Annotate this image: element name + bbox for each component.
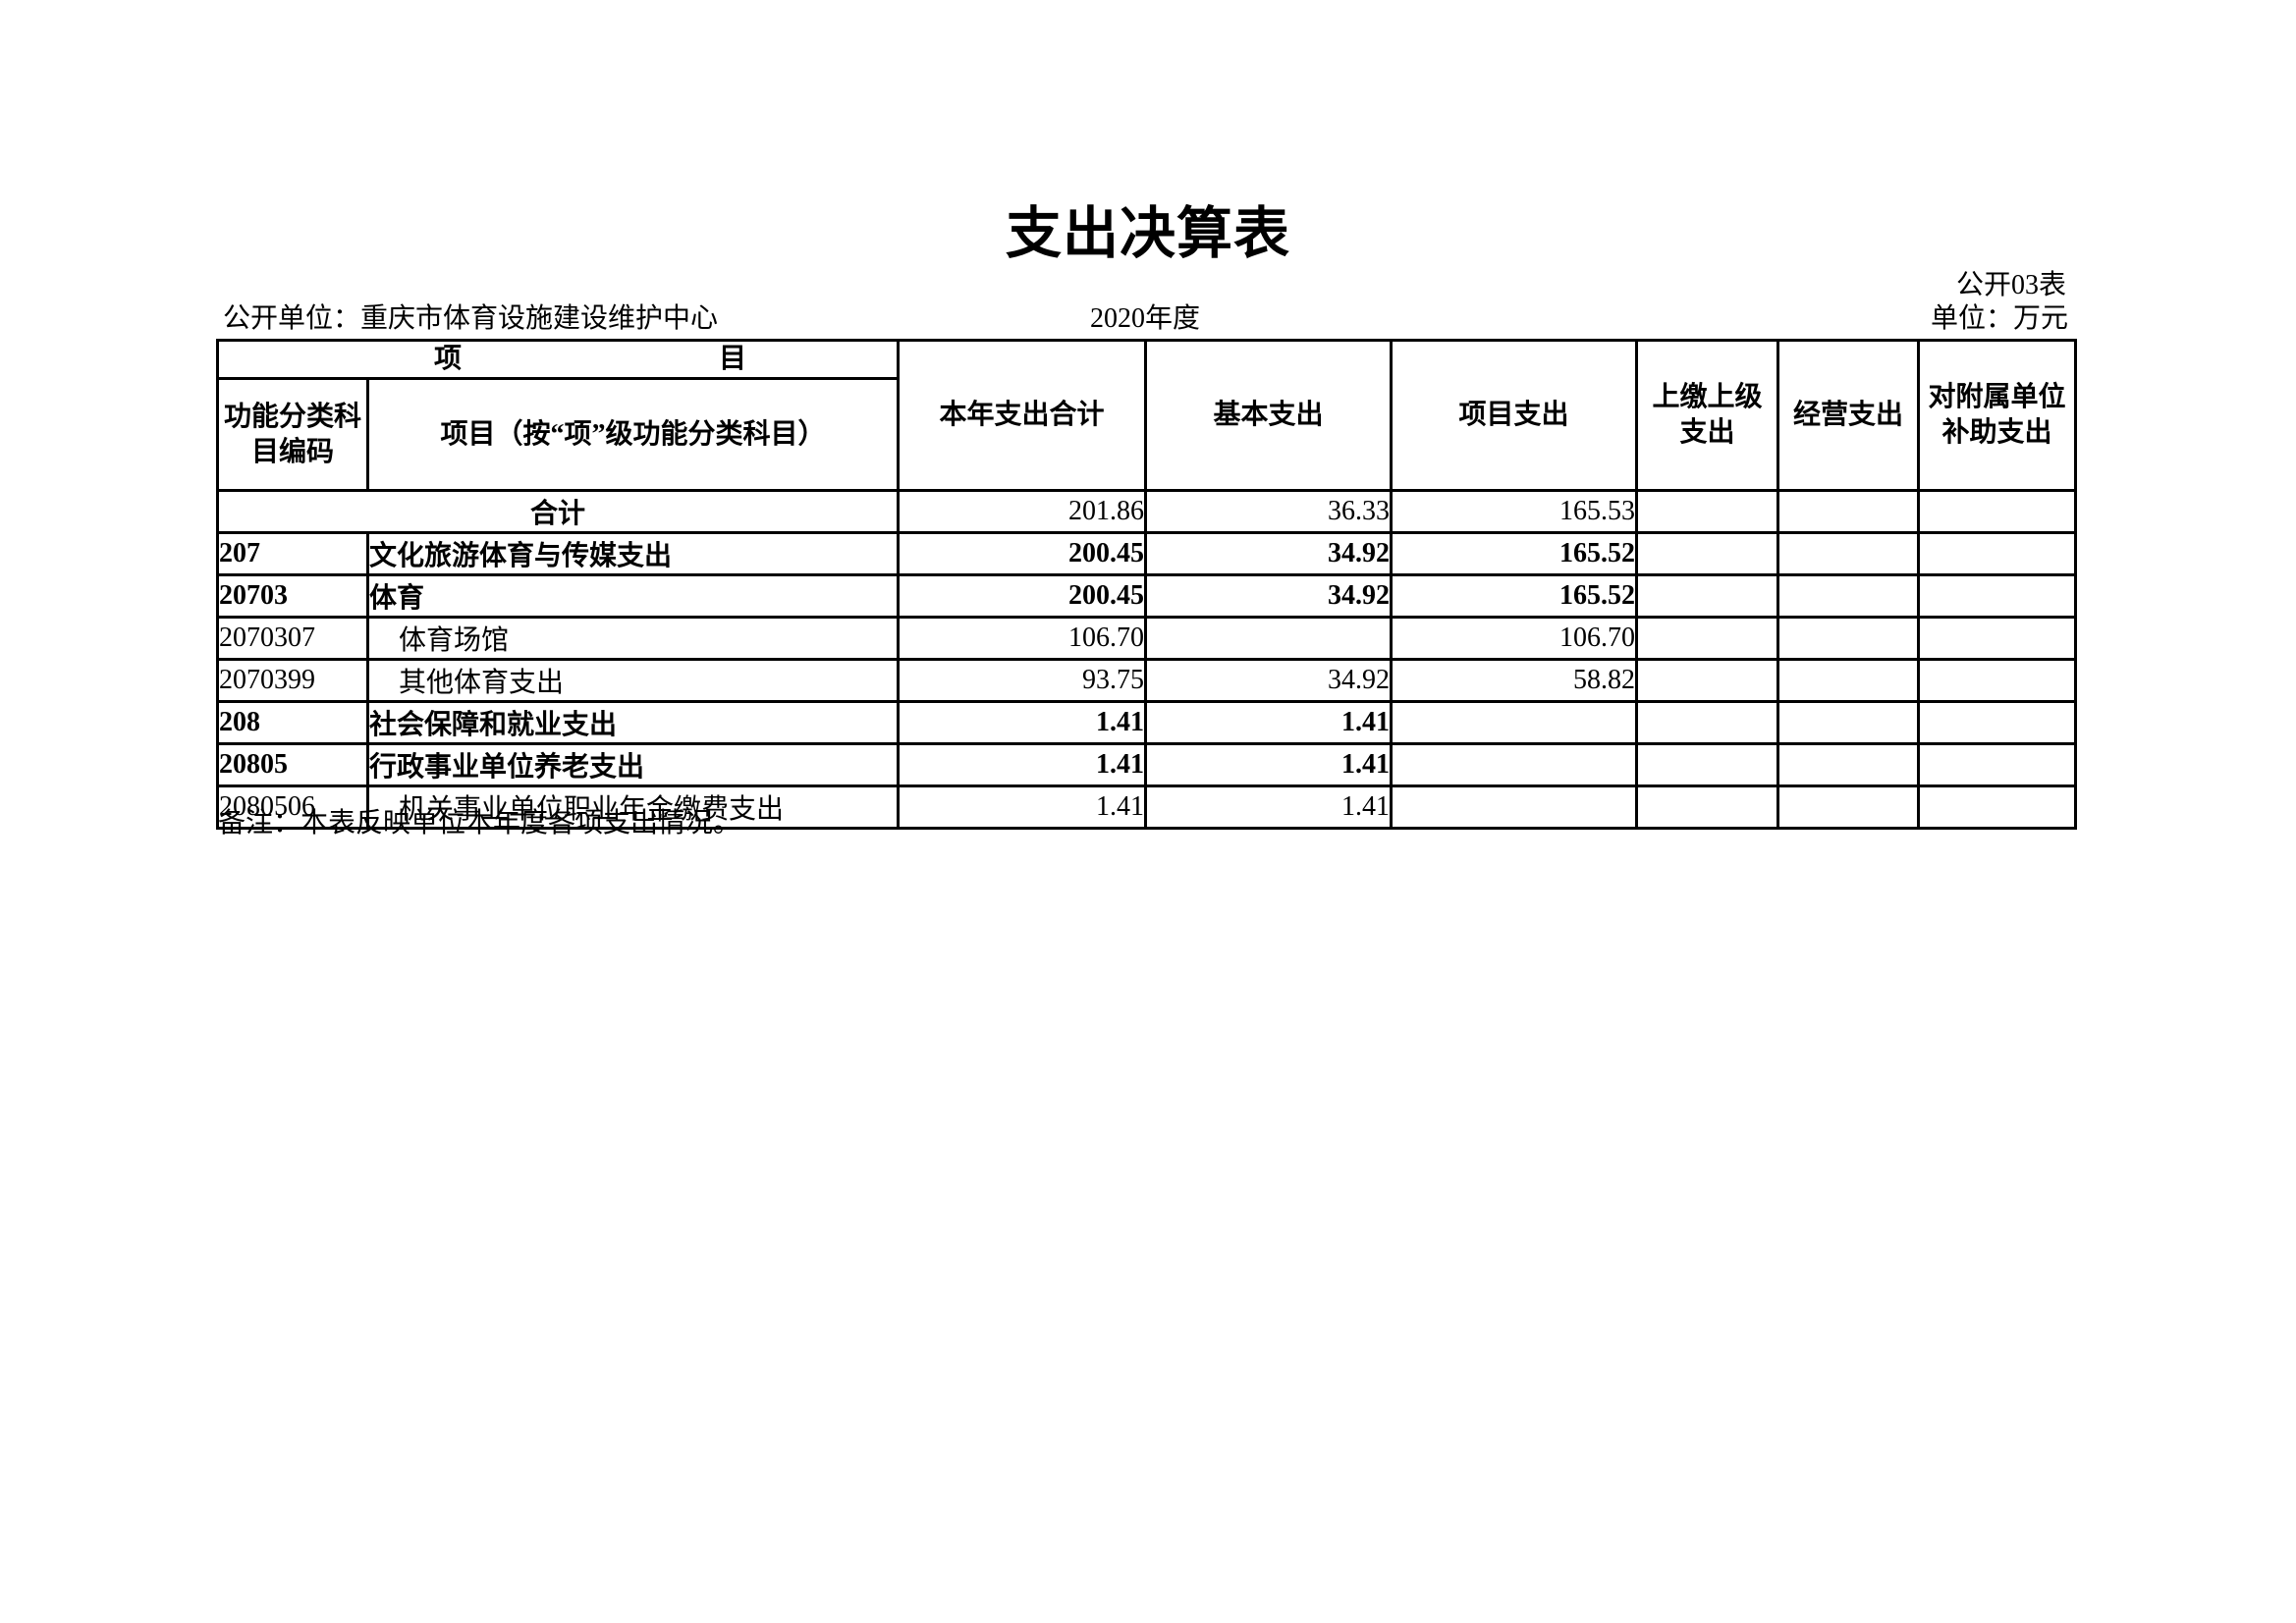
table-row: 208 社会保障和就业支出 1.41 1.41: [216, 700, 2077, 746]
row-value: [1635, 784, 1779, 831]
expenditure-table: 项 目 本年支出合计 基本支出 项目支出 上缴上级支出 经营支出 对附属单位补助…: [216, 338, 2077, 831]
row-value: 106.70: [897, 616, 1147, 662]
row-value: 165.53: [1390, 489, 1638, 535]
header-row-sub: 功能分类科目编码 项目（按“项”级功能分类科目）: [216, 377, 2076, 493]
row-code: 20703: [216, 573, 369, 620]
row-code: 2070307: [216, 616, 369, 662]
table-row: 2080506 机关事业单位职业年金缴费支出 1.41 1.41: [216, 784, 2077, 831]
row-value: [1390, 742, 1638, 788]
row-value: 34.92: [1144, 573, 1393, 620]
row-value: 1.41: [897, 700, 1147, 746]
row-name: 体育: [366, 573, 900, 620]
row-value: [1635, 658, 1779, 704]
row-value: [1917, 489, 2077, 535]
row-value: 1.41: [1144, 700, 1393, 746]
row-code: 2070399: [216, 658, 369, 704]
table-row: 20805 行政事业单位养老支出 1.41 1.41: [216, 742, 2077, 788]
row-value: [1917, 742, 2077, 788]
row-value: [1635, 489, 1779, 535]
header-item-group-left: 项: [433, 344, 462, 374]
row-value: [1635, 742, 1779, 788]
row-value: [1635, 616, 1779, 662]
row-value: [1917, 531, 2077, 577]
table-row: 20703 体育 200.45 34.92 165.52: [216, 573, 2077, 620]
row-value: 34.92: [1144, 658, 1393, 704]
row-value: 58.82: [1390, 658, 1638, 704]
row-value: [1777, 489, 1920, 535]
header-col-project: 项目支出: [1390, 338, 1638, 493]
row-value: 34.92: [1144, 531, 1393, 577]
header-row-group: 项 目 本年支出合计 基本支出 项目支出 上缴上级支出 经营支出 对附属单位补助…: [216, 338, 2077, 493]
row-name: 文化旅游体育与传媒支出: [366, 531, 900, 577]
row-name: 机关事业单位职业年金缴费支出: [366, 784, 900, 831]
header-col-basic: 基本支出: [1144, 338, 1393, 493]
row-value: 201.86: [897, 489, 1147, 535]
row-value: 93.75: [897, 658, 1147, 704]
row-value: [1777, 531, 1920, 577]
row-value: [1777, 784, 1920, 831]
row-value: [1917, 573, 2077, 620]
publisher-label: 公开单位：重庆市体育设施建设维护中心: [223, 303, 719, 334]
row-code: 208: [216, 700, 369, 746]
header-col-year-total: 本年支出合计: [897, 338, 1147, 493]
row-value: [1390, 784, 1638, 831]
row-value: 1.41: [1144, 742, 1393, 788]
table-row: 207 文化旅游体育与传媒支出 200.45 34.92 165.52: [216, 531, 2077, 577]
row-value: [1635, 531, 1779, 577]
header-item-group: 项 目: [216, 338, 900, 381]
row-name: 社会保障和就业支出: [366, 700, 900, 746]
header-col-code: 功能分类科目编码: [216, 377, 369, 493]
row-value: [1917, 616, 2077, 662]
row-value: 200.45: [897, 573, 1147, 620]
row-value: [1777, 742, 1920, 788]
row-value: [1777, 616, 1920, 662]
table-row: 2070307 体育场馆 106.70 106.70: [216, 616, 2077, 662]
row-value: 1.41: [1144, 784, 1393, 831]
row-value: [1777, 700, 1920, 746]
table-row-total: 合计 201.86 36.33 165.53: [216, 489, 2077, 535]
row-value: 36.33: [1144, 489, 1393, 535]
row-value: [1917, 784, 2077, 831]
meta-line: 公开单位：重庆市体育设施建设维护中心 2020年度 单位：万元: [216, 303, 2074, 338]
row-name: 其他体育支出: [366, 658, 900, 704]
row-code: 2080506: [216, 784, 369, 831]
header-col-subsidy-affiliate: 对附属单位补助支出: [1917, 338, 2077, 493]
unit-label: 单位：万元: [1930, 303, 2068, 334]
row-value: [1635, 700, 1779, 746]
header-col-upward-payment: 上缴上级支出: [1635, 338, 1779, 493]
row-value: 106.70: [1390, 616, 1638, 662]
header-item-group-text: 项 目: [256, 344, 896, 376]
row-value: [1777, 658, 1920, 704]
page-title: 支出决算表: [1006, 201, 1290, 266]
row-value: [1777, 573, 1920, 620]
fiscal-year-label: 2020年度: [1089, 303, 1200, 334]
row-value: 1.41: [897, 784, 1147, 831]
row-value: [1390, 700, 1638, 746]
row-value: [1917, 658, 2077, 704]
row-value: [1917, 700, 2077, 746]
form-code: 公开03表: [1955, 270, 2066, 300]
row-value: [1144, 616, 1393, 662]
footnote: 备注：本表反映单位本年度各项支出情况。: [218, 808, 741, 839]
row-value: 165.52: [1390, 531, 1638, 577]
row-value: 200.45: [897, 531, 1147, 577]
header-item-group-right: 目: [719, 344, 747, 374]
header-col-operating: 经营支出: [1777, 338, 1920, 493]
row-value: [1635, 573, 1779, 620]
row-name: 合计: [216, 489, 900, 535]
row-value: 1.41: [897, 742, 1147, 788]
row-name: 行政事业单位养老支出: [366, 742, 900, 788]
row-code: 207: [216, 531, 369, 577]
header-col-item: 项目（按“项”级功能分类科目）: [366, 377, 900, 493]
row-value: 165.52: [1390, 573, 1638, 620]
row-code: 20805: [216, 742, 369, 788]
table-row: 2070399 其他体育支出 93.75 34.92 58.82: [216, 658, 2077, 704]
row-name: 体育场馆: [366, 616, 900, 662]
